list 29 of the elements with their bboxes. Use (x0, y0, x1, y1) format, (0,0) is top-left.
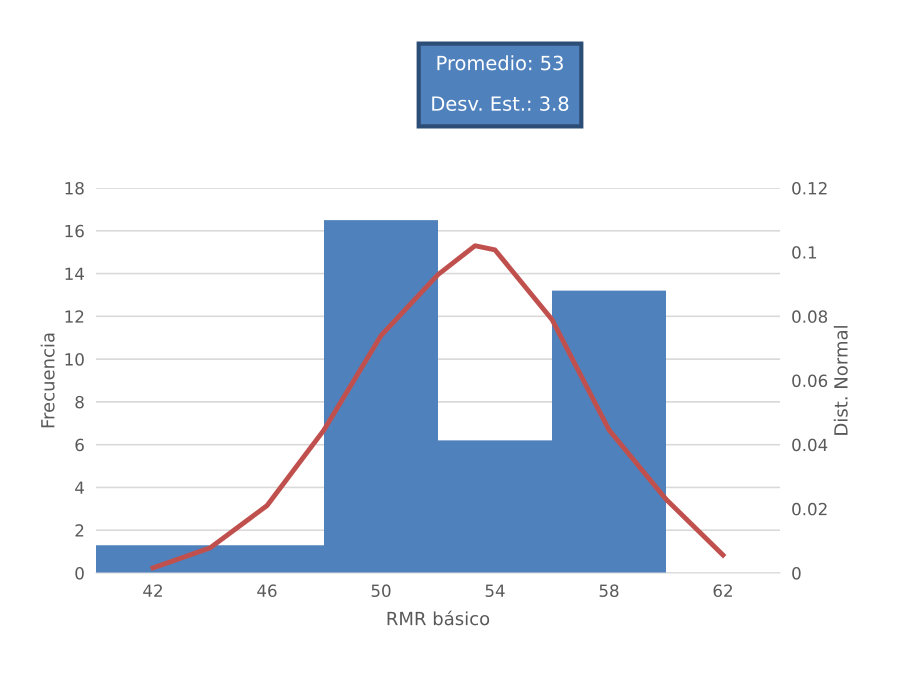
line-series (150, 243, 726, 570)
y2-tick-label: 0.12 (792, 182, 827, 195)
y2-tick-label: 0.1 (792, 246, 816, 259)
x-tick-label: 42 (143, 584, 162, 597)
y-axis-title: Frecuencia (40, 334, 55, 428)
x-tick-label: 46 (257, 584, 277, 598)
x-tick-label: 54 (486, 584, 505, 598)
x-axis-title: RMR básico (388, 610, 490, 626)
y-tick-label: 12 (66, 310, 84, 323)
y-tick-label: 2 (76, 524, 84, 537)
y-tick-label: 6 (75, 438, 84, 452)
y-tick-label: 0 (75, 566, 84, 580)
y2-tick-label: 0 (792, 566, 801, 580)
text: Promedio: 53 (437, 55, 563, 70)
x-tick-label: 58 (600, 584, 618, 598)
y2-tick-label: 0.02 (792, 502, 827, 516)
y2-tick-label: 0.04 (792, 438, 828, 452)
y-tick-label: 14 (66, 268, 84, 280)
x-tick-label: 50 (372, 584, 390, 598)
y-tick-label: 16 (66, 224, 84, 238)
y2-tick-label: 0.08 (792, 310, 828, 323)
y-tick-label: 4 (75, 482, 84, 494)
y2-tick-label: 0.06 (792, 374, 828, 388)
y-tick-label: 8 (75, 396, 84, 408)
y-tick-label: 18 (66, 182, 84, 195)
y2-axis-title: Dist. Normal (834, 326, 848, 435)
y-tick-label: 10 (66, 353, 84, 366)
text: Desv. Est.: 3.8 (432, 96, 568, 111)
x-tick-label: 62 (714, 584, 732, 598)
